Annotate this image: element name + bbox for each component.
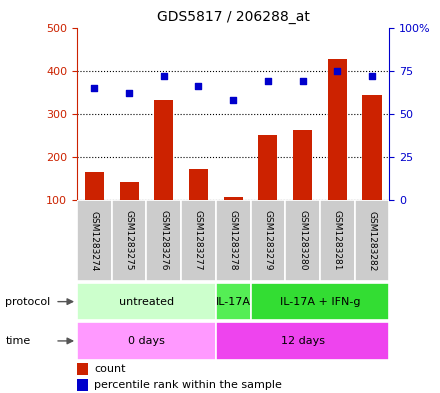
Text: GSM1283280: GSM1283280: [298, 211, 307, 271]
Point: [195, 83, 202, 90]
Bar: [224, 197, 243, 200]
Text: 12 days: 12 days: [281, 336, 325, 346]
Text: GSM1283278: GSM1283278: [229, 211, 238, 271]
Point: [91, 85, 98, 91]
Text: GSM1283282: GSM1283282: [367, 211, 377, 271]
Text: GSM1283275: GSM1283275: [125, 211, 134, 271]
Text: GSM1283277: GSM1283277: [194, 211, 203, 271]
Bar: [363, 94, 381, 200]
Bar: [216, 283, 250, 320]
Bar: [77, 379, 88, 391]
Text: GSM1283276: GSM1283276: [159, 211, 168, 271]
Bar: [285, 200, 320, 281]
Title: GDS5817 / 206288_at: GDS5817 / 206288_at: [157, 10, 310, 24]
Text: IL-17A + IFN-g: IL-17A + IFN-g: [280, 297, 360, 307]
Bar: [154, 100, 173, 200]
Point: [369, 73, 376, 79]
Bar: [250, 200, 285, 281]
Bar: [77, 363, 88, 375]
Point: [160, 73, 167, 79]
Point: [125, 90, 132, 96]
Bar: [112, 200, 147, 281]
Point: [230, 97, 237, 103]
Bar: [85, 172, 104, 200]
Point: [334, 68, 341, 74]
Text: 0 days: 0 days: [128, 336, 165, 346]
Bar: [147, 200, 181, 281]
Point: [299, 78, 306, 84]
Bar: [77, 283, 216, 320]
Bar: [216, 322, 389, 360]
Bar: [77, 322, 216, 360]
Text: GSM1283281: GSM1283281: [333, 211, 342, 271]
Bar: [181, 200, 216, 281]
Bar: [328, 59, 347, 200]
Bar: [250, 283, 389, 320]
Text: time: time: [5, 336, 30, 346]
Point: [264, 78, 271, 84]
Text: protocol: protocol: [5, 297, 51, 307]
Bar: [189, 169, 208, 200]
Bar: [355, 200, 389, 281]
Text: GSM1283279: GSM1283279: [264, 211, 272, 271]
Bar: [293, 130, 312, 200]
Text: percentile rank within the sample: percentile rank within the sample: [94, 380, 282, 390]
Bar: [216, 200, 250, 281]
Text: count: count: [94, 364, 126, 374]
Bar: [320, 200, 355, 281]
Text: untreated: untreated: [119, 297, 174, 307]
Bar: [77, 200, 112, 281]
Text: GSM1283274: GSM1283274: [90, 211, 99, 271]
Bar: [120, 182, 139, 200]
Text: IL-17A: IL-17A: [216, 297, 251, 307]
Bar: [258, 135, 278, 200]
